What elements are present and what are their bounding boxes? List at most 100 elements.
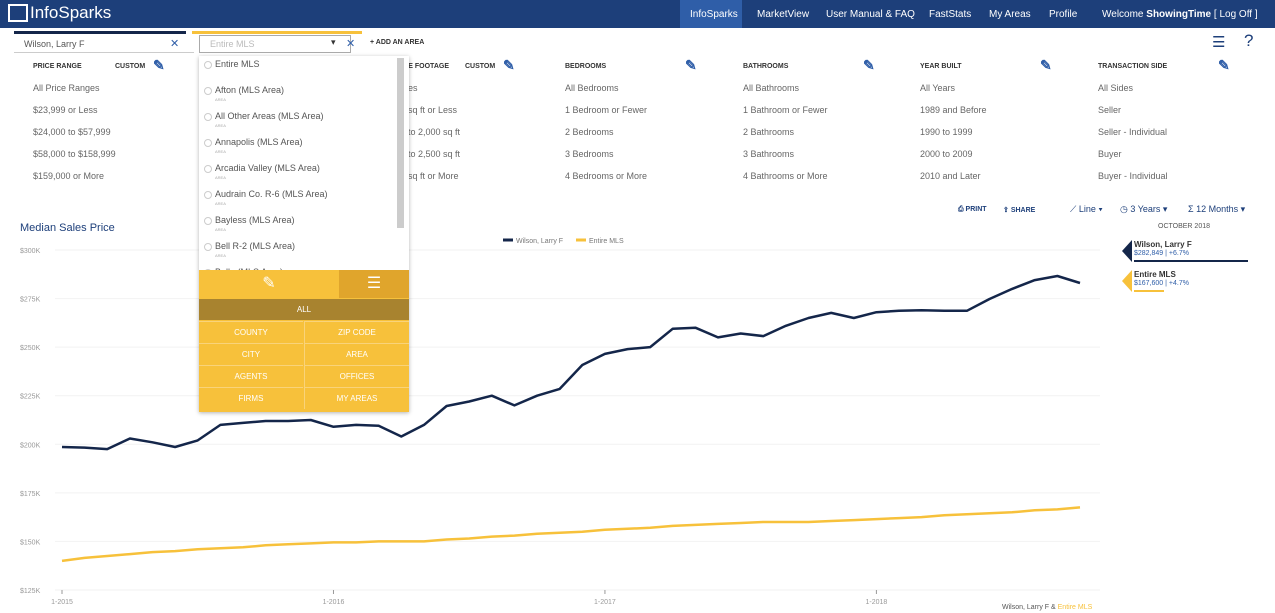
- dropdown-arrow[interactable]: ▾: [331, 37, 336, 47]
- panel-month: OCTOBER 2018: [1158, 223, 1211, 230]
- type-button[interactable]: AGENTS: [199, 365, 303, 387]
- filter-option[interactable]: Buyer: [1098, 149, 1122, 159]
- dropdown-item[interactable]: Belle (MLS Area): [215, 267, 283, 270]
- list-icon[interactable]: ☰: [339, 270, 409, 298]
- filter-icon[interactable]: ☰: [1212, 34, 1226, 51]
- chart-type[interactable]: ⟋ Line ▾: [1070, 204, 1103, 214]
- filter-option[interactable]: 1989 and Before: [920, 105, 987, 115]
- dropdown-item[interactable]: Audrain Co. R-6 (MLS Area): [215, 189, 328, 199]
- y-tick-label: $150K: [20, 539, 41, 546]
- rolling-label: 12 Months: [1196, 204, 1239, 214]
- filter-option[interactable]: All Years: [920, 83, 956, 93]
- filter-option[interactable]: All Sides: [1098, 83, 1134, 93]
- filter-option[interactable]: 4 Bathrooms or More: [743, 171, 828, 181]
- help-icon[interactable]: ?: [1244, 31, 1254, 50]
- edit-icon[interactable]: ✎: [262, 275, 276, 292]
- filter-option[interactable]: 2010 and Later: [920, 171, 981, 181]
- custom-icon[interactable]: ✎: [685, 57, 697, 73]
- radio: [204, 61, 212, 69]
- dropdown-item[interactable]: Bayless (MLS Area): [215, 215, 295, 225]
- period-label: 3 Years: [1130, 204, 1161, 214]
- filter-option[interactable]: 2000 to 2009: [920, 149, 973, 159]
- period[interactable]: ◷ 3 Years ▾: [1120, 204, 1168, 214]
- dropdown-item[interactable]: Annapolis (MLS Area): [215, 137, 303, 147]
- panel-marker: [1122, 270, 1132, 292]
- custom-icon[interactable]: ✎: [503, 57, 515, 73]
- dropdown-item[interactable]: All Other Areas (MLS Area): [215, 111, 324, 121]
- y-tick-label: $250K: [20, 345, 41, 352]
- filter-option[interactable]: 2,001 to 2,500 sq ft: [383, 149, 461, 159]
- filter-option[interactable]: $159,000 or More: [33, 171, 105, 181]
- nav-item[interactable]: MarketView: [757, 9, 810, 20]
- remove-area[interactable]: ✕: [170, 38, 180, 50]
- custom-icon[interactable]: ✎: [1040, 57, 1052, 73]
- share[interactable]: ⇪ SHARE: [1003, 207, 1036, 214]
- logo-icon: [8, 4, 28, 22]
- custom-icon[interactable]: ✎: [1218, 57, 1230, 73]
- filter-option[interactable]: Seller - Individual: [1098, 127, 1168, 137]
- filter-option[interactable]: All Price Ranges: [33, 83, 100, 93]
- custom-icon[interactable]: ✎: [153, 57, 165, 73]
- filter-custom[interactable]: CUSTOM: [115, 63, 146, 70]
- area2-input[interactable]: Entire MLS: [199, 35, 351, 53]
- filter-option[interactable]: Buyer - Individual: [1098, 171, 1168, 181]
- filter-option[interactable]: 1990 to 1999: [920, 127, 973, 137]
- chart-type-label: Line: [1078, 204, 1096, 214]
- type-button[interactable]: FIRMS: [199, 387, 303, 409]
- filter-option[interactable]: All Bathrooms: [743, 83, 800, 93]
- type-button[interactable]: CITY: [199, 343, 303, 365]
- y-tick-label: $275K: [20, 297, 41, 304]
- add-area[interactable]: + ADD AN AREA: [370, 39, 425, 46]
- filter-title: SQUARE FOOTAGE: [383, 63, 449, 70]
- custom-icon[interactable]: ✎: [863, 57, 875, 73]
- x-tick-label: 1-2017: [594, 599, 616, 606]
- filter-title: PRICE RANGE: [33, 63, 82, 70]
- dropdown-item[interactable]: Entire MLS: [215, 59, 260, 69]
- source-a: Wilson, Larry F: [1002, 604, 1050, 611]
- filter-option[interactable]: $24,000 to $57,999: [33, 127, 111, 137]
- filter-option[interactable]: Seller: [1098, 105, 1122, 115]
- all-button[interactable]: ALL: [199, 299, 409, 320]
- filter-option[interactable]: 1,000 sq ft or Less: [383, 105, 458, 115]
- nav-item[interactable]: User Manual & FAQ: [826, 9, 915, 20]
- filter-option[interactable]: 1 Bathroom or Fewer: [743, 105, 828, 115]
- type-button[interactable]: OFFICES: [304, 365, 409, 387]
- remove-area[interactable]: ✕: [346, 38, 356, 50]
- type-button[interactable]: MY AREAS: [304, 387, 409, 409]
- filter-option[interactable]: 3 Bedrooms: [565, 149, 614, 159]
- filter-option[interactable]: $23,999 or Less: [33, 105, 98, 115]
- dropdown-item[interactable]: Afton (MLS Area): [215, 85, 285, 95]
- nav-item[interactable]: InfoSparks: [690, 9, 738, 20]
- radio: [204, 191, 212, 199]
- print[interactable]: ⎙ PRINT: [958, 206, 987, 213]
- filter-option[interactable]: 4 Bedrooms or More: [565, 171, 648, 181]
- logo[interactable]: InfoSparks: [30, 3, 112, 22]
- nav-item[interactable]: FastStats: [929, 9, 972, 20]
- filter-option[interactable]: 1,001 to 2,000 sq ft: [383, 127, 461, 137]
- type-button[interactable]: COUNTY: [199, 321, 303, 343]
- area1-input[interactable]: Wilson, Larry F: [14, 36, 194, 53]
- dropdown-item[interactable]: Bell R-2 (MLS Area): [215, 241, 296, 251]
- source-amp: &: [1051, 604, 1056, 611]
- filter-option[interactable]: All Bedrooms: [565, 83, 619, 93]
- filter-option[interactable]: 2 Bedrooms: [565, 127, 614, 137]
- type-button[interactable]: ZIP CODE: [304, 321, 409, 343]
- dropdown-item[interactable]: Arcadia Valley (MLS Area): [215, 163, 320, 173]
- radio: [204, 113, 212, 121]
- nav-item[interactable]: My Areas: [989, 9, 1031, 20]
- rolling[interactable]: Σ 12 Months ▾: [1188, 204, 1246, 214]
- type-button[interactable]: AREA: [304, 343, 409, 365]
- filter-option[interactable]: 2,501 sq ft or More: [383, 171, 459, 181]
- filter-option[interactable]: 2 Bathrooms: [743, 127, 795, 137]
- filter-custom[interactable]: CUSTOM: [465, 63, 496, 70]
- nav-item[interactable]: Profile: [1049, 9, 1078, 20]
- filter-option[interactable]: $58,000 to $158,999: [33, 149, 116, 159]
- panel-bar: [1134, 290, 1164, 292]
- scrollbar: [397, 58, 404, 228]
- log-off[interactable]: [ Log Off ]: [1213, 9, 1258, 20]
- panel-value: $282,849 | +6.7%: [1134, 250, 1189, 257]
- filter-option[interactable]: 1 Bedroom or Fewer: [565, 105, 648, 115]
- filter-option[interactable]: 3 Bathrooms: [743, 149, 795, 159]
- series-line: [61, 274, 1081, 451]
